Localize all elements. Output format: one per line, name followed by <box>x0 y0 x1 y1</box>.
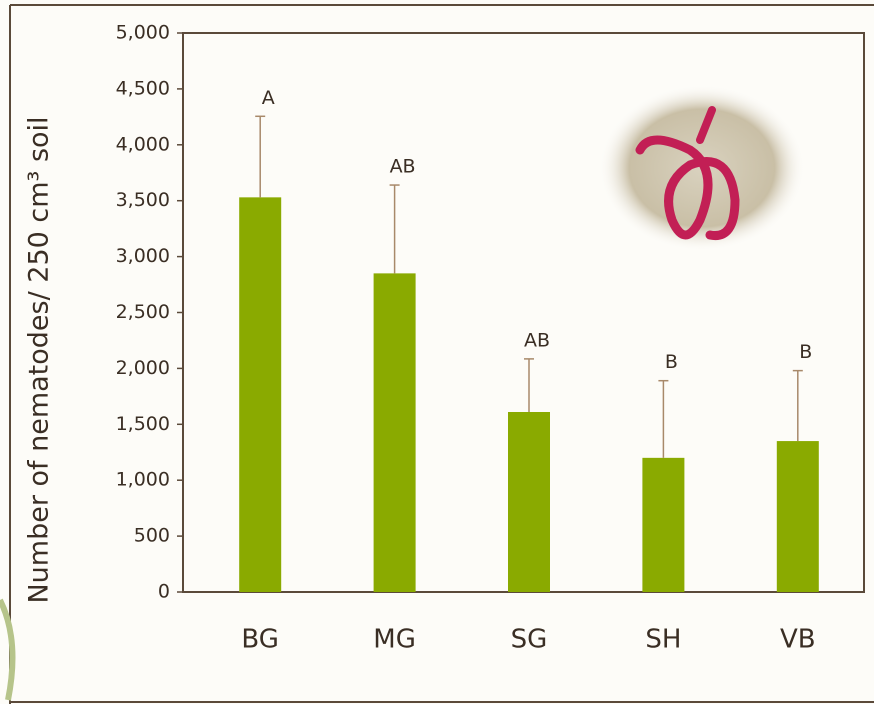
y-tick-label: 2,500 <box>116 301 170 323</box>
y-tick-label: 2,000 <box>116 357 170 379</box>
y-tick-label: 4,500 <box>116 77 170 99</box>
bar <box>642 457 685 592</box>
y-tick-label: 3,000 <box>116 245 170 267</box>
x-tick-label: VB <box>780 625 816 655</box>
nematode-tail <box>696 106 716 144</box>
significance-label: A <box>262 87 275 109</box>
x-tick-label: SH <box>645 625 681 655</box>
x-tick-label: SG <box>511 625 548 655</box>
y-tick-label: 5,000 <box>116 22 170 44</box>
significance-label: B <box>665 351 678 373</box>
frame <box>9 4 874 704</box>
y-tick-label: 1,500 <box>116 413 170 435</box>
decoration <box>0 598 16 701</box>
significance-label: B <box>799 341 812 363</box>
y-tick-label: 1,000 <box>116 469 170 491</box>
y-axis-label: Number of nematodes/ 250 cm³ soil <box>24 116 55 603</box>
bar <box>508 412 550 592</box>
y-tick-label: 500 <box>134 525 170 547</box>
y-tick-label: 0 <box>158 581 170 603</box>
y-tick-label: 3,500 <box>116 189 170 211</box>
nematode-photo <box>598 84 806 252</box>
significance-label: AB <box>524 329 550 351</box>
bar <box>776 441 819 592</box>
bar <box>239 197 282 592</box>
significance-label: AB <box>390 156 416 178</box>
nematode <box>635 135 740 241</box>
x-tick-label: BG <box>241 625 279 655</box>
x-tick-label: MG <box>373 625 416 655</box>
bar <box>373 273 416 592</box>
y-tick-label: 4,000 <box>116 133 170 155</box>
